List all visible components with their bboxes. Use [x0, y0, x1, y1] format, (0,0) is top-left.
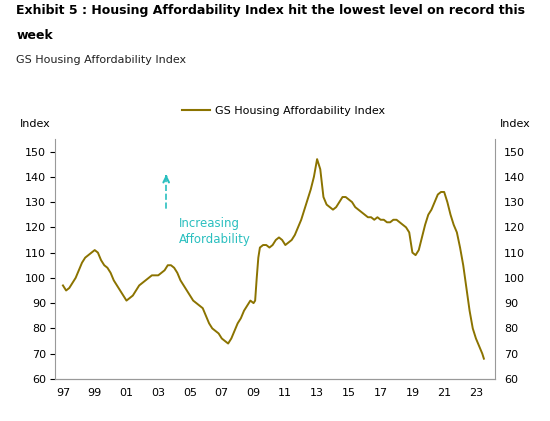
Text: Index: Index	[499, 119, 530, 129]
Text: GS Housing Affordability Index: GS Housing Affordability Index	[16, 55, 186, 65]
Text: Increasing
Affordability: Increasing Affordability	[179, 217, 251, 246]
Legend: GS Housing Affordability Index: GS Housing Affordability Index	[178, 101, 390, 120]
Text: Index: Index	[20, 119, 51, 129]
Text: Exhibit 5 : Housing Affordability Index hit the lowest level on record this: Exhibit 5 : Housing Affordability Index …	[16, 4, 525, 17]
Text: week: week	[16, 29, 53, 43]
